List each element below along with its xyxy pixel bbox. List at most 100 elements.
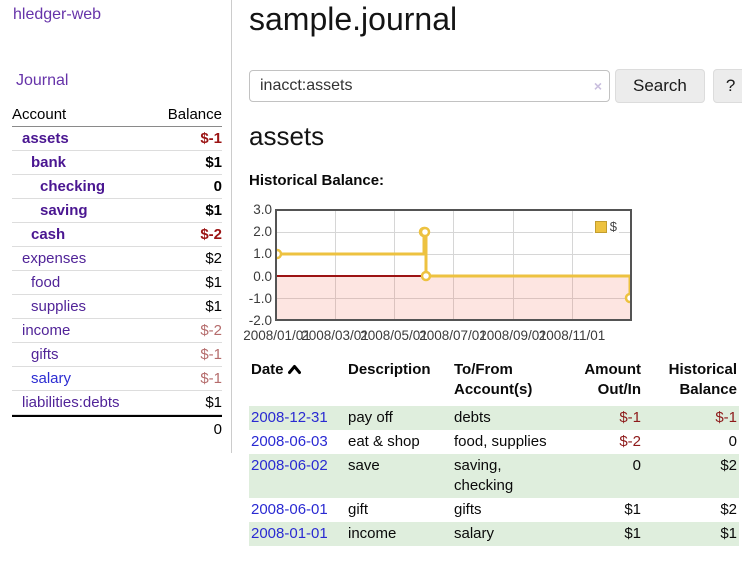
gridline [513,211,514,319]
register-row[interactable]: 2008-06-01 gift gifts $1 $2 [249,498,739,522]
register-cell-description: pay off [348,409,393,426]
sidebar: hledger-web Journal Account Balance asse… [0,0,232,453]
register-header-date[interactable]: Date [249,358,346,406]
balance-chart[interactable]: $ [275,209,632,321]
chart-legend: $ [592,219,619,234]
register-header-accounts[interactable]: To/From Account(s) [454,361,533,398]
x-tick-label: 2008/05/01 [360,328,428,343]
register-cell-description: gift [348,501,369,518]
register-cell-accounts: gifts [454,501,482,518]
gridline [335,211,336,319]
register-cell-accounts: saving, checking [454,457,514,494]
register-body: 2008-12-31 pay off debts $-1 $-1 2008-06-03 ea… [249,406,739,546]
account-link-supplies[interactable]: supplies [31,298,87,315]
register-header-amount[interactable]: Amount Out/In [584,361,641,398]
accounts-table: Account Balance assets $-1 bank $1 checking 0… [12,103,222,441]
account-link-food[interactable]: food [31,274,61,291]
register-cell-balance: $2 [720,457,737,474]
x-tick-label: 2008/07/01 [419,328,487,343]
account-balance: $-2 [200,226,222,243]
account-balance: $2 [205,250,222,267]
account-row: checking 0 [12,175,222,199]
register-row[interactable]: 2008-01-01 income salary $1 $1 [249,522,739,546]
accounts-table-header: Account Balance [12,103,222,127]
help-button[interactable]: ? [712,69,742,103]
data-point-marker [624,292,630,304]
account-row: liabilities:debts $1 [12,391,222,415]
account-balance: $-1 [200,370,222,387]
y-tick-label: 0.0 [253,268,272,284]
account-row: salary $-1 [12,367,222,391]
accounts-header-balance: Balance [167,106,222,123]
account-row: gifts $-1 [12,343,222,367]
transaction-date-link[interactable]: 2008-12-31 [251,409,328,426]
legend-swatch [594,220,607,233]
chart-title: Historical Balance: [249,172,385,189]
account-link-cash[interactable]: cash [31,226,66,243]
register-cell-accounts: debts [454,409,491,426]
clear-search-icon[interactable]: × [593,78,602,94]
account-row: income $-2 [12,319,222,343]
account-link-checking[interactable]: checking [40,178,106,195]
account-balance: $1 [205,154,222,171]
y-tick-label: 3.0 [253,202,272,217]
register-cell-date: 2008-06-02 [249,454,346,498]
register-cell-date: 2008-01-01 [249,522,346,546]
accounts-total-value: 0 [213,420,222,438]
register-cell-description: save [348,457,380,474]
search-form: × Search ? [249,69,742,103]
register-table: Date Description To/From Account(s) Amou… [249,358,739,546]
register-cell-amount: $1 [624,501,641,518]
register-cell-date: 2008-06-01 [249,498,346,522]
register-cell-accounts: salary [454,525,495,542]
main-content: sample.journal × Search ? assets Histori… [243,0,742,582]
transaction-date-link[interactable]: 2008-06-03 [251,433,328,450]
register-cell-amount: $-1 [619,409,641,426]
search-input[interactable] [249,70,610,102]
account-link-saving[interactable]: saving [40,202,88,219]
register-cell-date: 2008-12-31 [249,406,346,430]
account-balance: $1 [205,298,222,315]
gridline [394,211,395,319]
accounts-total-row: 0 [12,415,222,441]
app-title-link[interactable]: hledger-web [13,6,102,23]
account-row: supplies $1 [12,295,222,319]
register-header-balance[interactable]: Historical Balance [668,361,737,398]
register-row[interactable]: 2008-06-03 eat & shop food, supplies $-2 0 [249,430,739,454]
register-row[interactable]: 2008-12-31 pay off debts $-1 $-1 [249,406,739,430]
account-balance: $1 [205,202,222,219]
account-heading: assets [249,121,325,151]
y-tick-label: -2.0 [248,313,272,328]
transaction-date-link[interactable]: 2008-06-01 [251,501,328,518]
x-tick-label: 2008/11/01 [538,328,606,343]
account-row: assets $-1 [12,127,222,151]
balance-series [277,226,630,304]
account-link-income[interactable]: income [22,322,71,339]
account-link-gifts[interactable]: gifts [31,346,59,363]
data-point-marker [420,270,432,282]
register-row[interactable]: 2008-06-02 save saving, checking 0 $2 [249,454,739,498]
register-cell-balance: $2 [720,501,737,518]
register-cell-date: 2008-06-03 [249,430,346,454]
y-tick-label: 1.0 [253,246,272,262]
transaction-date-link[interactable]: 2008-06-02 [251,457,328,474]
legend-label: $ [609,219,617,234]
sidebar-item-journal[interactable]: Journal [16,72,69,89]
account-link-assets[interactable]: assets [22,130,69,147]
account-link-expenses[interactable]: expenses [22,250,87,267]
register-header-description[interactable]: Description [348,361,431,378]
x-tick-label: 2008/03/01 [301,328,369,343]
account-link-bank[interactable]: bank [31,154,67,171]
account-row: food $1 [12,271,222,295]
account-row: cash $-2 [12,223,222,247]
account-balance: 0 [213,178,222,195]
register-cell-amount: 0 [632,457,641,474]
register-cell-description: eat & shop [348,433,420,450]
search-button[interactable]: Search [615,69,705,103]
account-link-liabilities-debts[interactable]: liabilities:debts [22,394,120,411]
x-tick-label: 2008/09/01 [479,328,547,343]
account-link-salary[interactable]: salary [31,370,72,387]
transaction-date-link[interactable]: 2008-01-01 [251,525,328,542]
register-cell-accounts: food, supplies [454,433,547,450]
register-cell-balance: $-1 [715,409,737,426]
